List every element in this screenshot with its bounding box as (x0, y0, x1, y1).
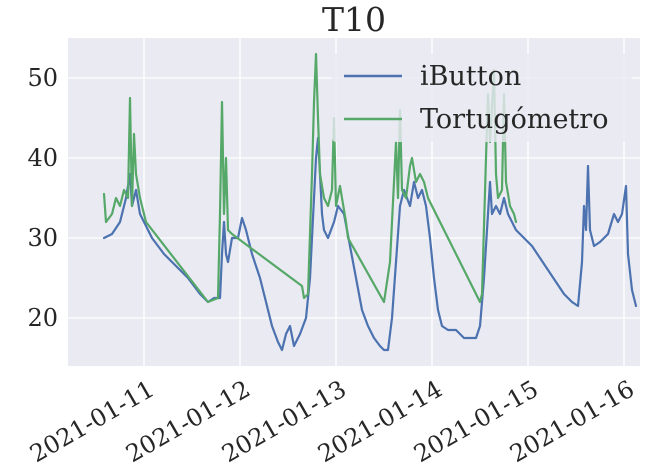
legend-box (332, 54, 632, 142)
y-tick-label: 40 (27, 144, 58, 172)
series-line-1 (102, 136, 638, 352)
y-tick-label: 50 (27, 64, 58, 92)
y-tick-labels: 20 30 40 50 (27, 64, 58, 332)
legend-label: Tortugómetro (420, 104, 608, 135)
x-tick-labels: 2021-01-112021-01-122021-01-132021-01-14… (25, 375, 639, 468)
legend-label: iButton (420, 61, 521, 92)
y-tick-label: 30 (27, 224, 58, 252)
legend: iButton Tortugómetro (332, 54, 632, 142)
y-tick-label: 20 (27, 304, 58, 332)
chart-title: T10 (322, 0, 386, 39)
